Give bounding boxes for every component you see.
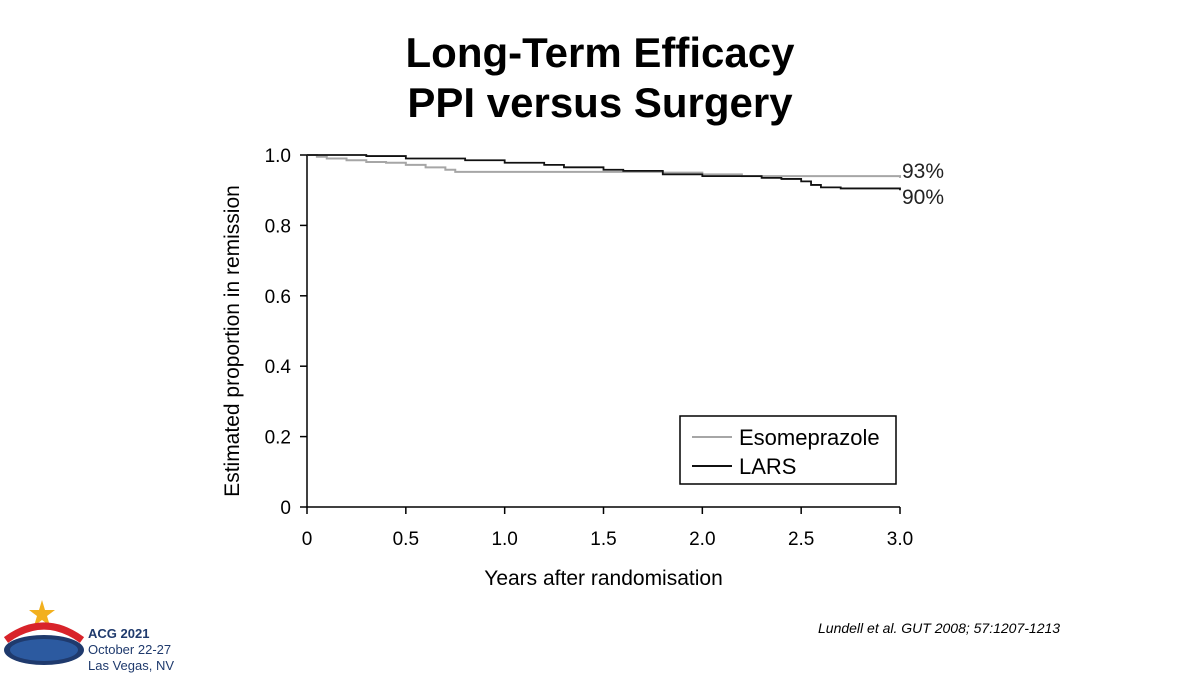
chart-axes: 0 0.5 1.0 1.5 2.0 2.5 3.0 0 0.2 0.4 0.6 0.8 1.0 Years… — [221, 146, 913, 590]
acg-logo-icon — [3, 600, 85, 665]
event-location: Las Vegas, NV — [88, 658, 174, 673]
title-line-2: PPI versus Surgery — [407, 79, 793, 126]
series-line-lars — [307, 154, 901, 191]
series-line-esomeprazole — [307, 154, 901, 178]
end-label-esomeprazole: 93% — [902, 160, 944, 183]
legend-box — [679, 415, 897, 485]
y-tick-label: 0.4 — [265, 357, 292, 378]
x-tick-label: 2.5 — [788, 529, 814, 550]
y-axis-label: Estimated proportion in remission — [221, 185, 244, 497]
y-tick-label: 0.8 — [265, 216, 291, 237]
x-tick-label: 2.0 — [689, 529, 715, 550]
x-tick-label: 0 — [302, 529, 313, 550]
end-label-lars: 90% — [902, 186, 944, 209]
x-tick-label: 1.5 — [590, 529, 616, 550]
chart-series: 93%90% — [307, 154, 944, 209]
y-tick-label: 0.2 — [265, 428, 291, 449]
event-dates: October 22-27 — [88, 642, 172, 657]
x-tick-label: 0.5 — [393, 529, 419, 550]
title-line-1: Long-Term Efficacy — [405, 29, 795, 76]
event-info: ACG 2021 October 22-27 Las Vegas, NV — [88, 626, 174, 674]
event-name: ACG 2021 — [88, 626, 150, 641]
legend-entry: LARS — [739, 454, 796, 479]
x-tick-label: 3.0 — [887, 529, 913, 550]
citation: Lundell et al. GUT 2008; 57:1207-1213 — [818, 620, 1061, 636]
km-chart: 0 0.5 1.0 1.5 2.0 2.5 3.0 0 0.2 0.4 0.6 0.8 1.0 Years… — [221, 146, 944, 590]
legend-entry: Esomeprazole — [739, 425, 880, 450]
y-tick-label: 1.0 — [265, 146, 291, 167]
y-tick-label: 0 — [280, 498, 291, 519]
slide-title: Long-Term Efficacy PPI versus Surgery — [0, 28, 1200, 128]
y-tick-label: 0.6 — [265, 287, 291, 308]
chart-legend: Esomeprazole LARS — [679, 415, 897, 485]
x-axis-label: Years after randomisation — [484, 567, 723, 590]
x-tick-label: 1.0 — [491, 529, 517, 550]
